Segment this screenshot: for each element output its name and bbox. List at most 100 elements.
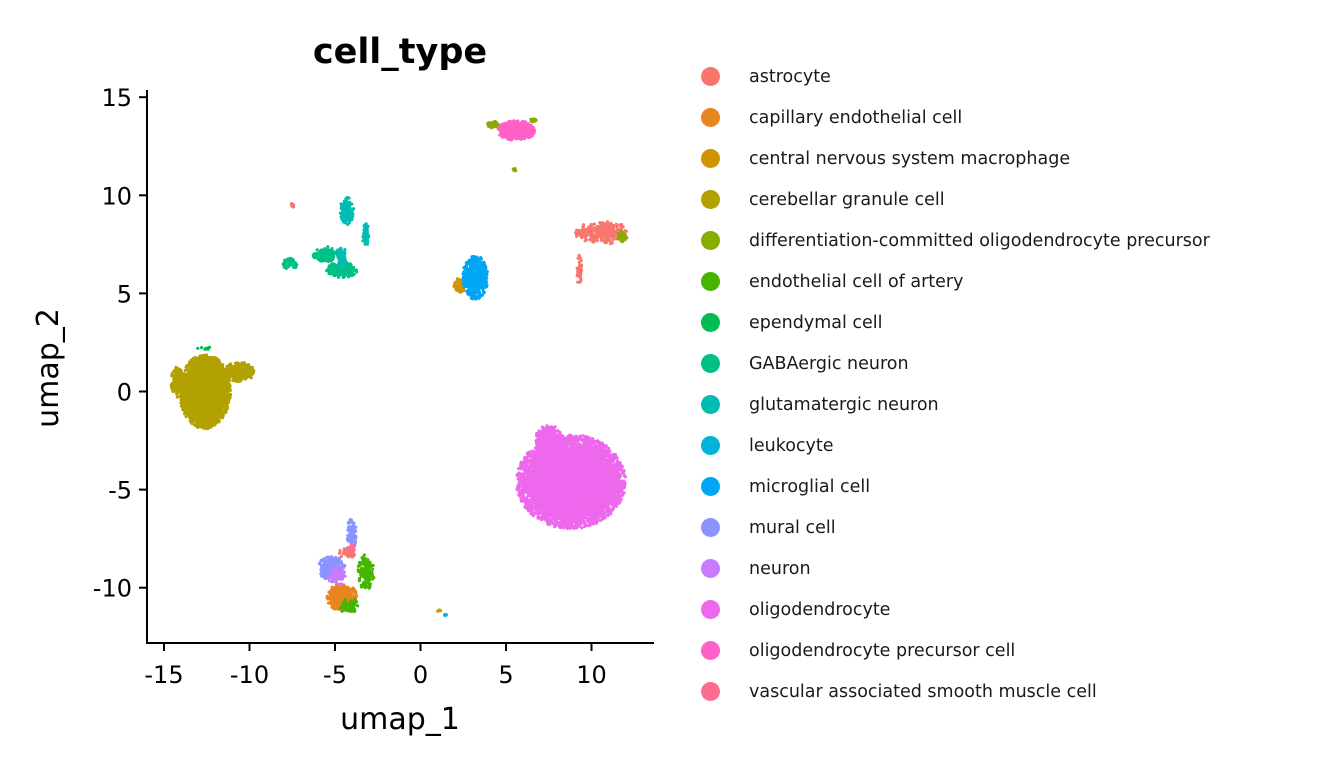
data-point — [350, 555, 354, 559]
data-point — [206, 409, 210, 413]
data-point — [601, 221, 605, 225]
data-point — [595, 234, 599, 238]
data-point — [587, 225, 591, 229]
data-point — [593, 228, 597, 232]
data-point — [347, 553, 351, 557]
data-point — [222, 377, 226, 381]
data-point — [227, 396, 231, 401]
data-point — [338, 594, 342, 599]
data-point — [196, 412, 200, 416]
data-point — [458, 288, 462, 292]
data-point — [599, 237, 604, 241]
data-point — [220, 386, 224, 390]
data-point — [187, 374, 191, 378]
data-point — [196, 416, 201, 420]
data-point — [615, 225, 619, 229]
data-point — [341, 592, 345, 596]
data-point — [603, 236, 607, 240]
data-point — [587, 230, 591, 234]
data-point — [186, 368, 190, 372]
data-point — [220, 381, 224, 385]
data-point — [214, 356, 219, 360]
data-point — [611, 232, 615, 236]
data-point — [203, 374, 207, 378]
data-point — [186, 393, 190, 397]
data-point — [608, 242, 613, 246]
data-point — [581, 223, 586, 227]
data-point — [339, 554, 343, 559]
data-point — [199, 366, 203, 370]
data-point — [578, 266, 582, 270]
data-point — [215, 361, 219, 365]
data-point — [208, 412, 212, 416]
data-point — [458, 278, 462, 282]
data-point — [579, 233, 583, 237]
data-point — [220, 363, 225, 367]
data-point — [329, 595, 333, 599]
data-point — [578, 257, 583, 261]
data-point — [215, 390, 219, 394]
data-point — [183, 368, 187, 373]
data-point — [212, 369, 216, 373]
data-point — [353, 591, 357, 595]
data-point — [198, 384, 202, 388]
data-point — [584, 238, 588, 242]
data-point — [595, 239, 599, 243]
data-point — [458, 282, 462, 286]
data-point — [219, 370, 223, 374]
data-point — [206, 403, 210, 407]
data-point — [184, 388, 189, 392]
data-point — [199, 399, 203, 403]
data-point — [579, 268, 583, 272]
data-point — [209, 372, 213, 376]
series-cerebellar-granule-cell — [169, 353, 256, 431]
data-point — [195, 379, 199, 384]
series-central-nervous-system-macrophage — [436, 277, 467, 613]
data-point — [615, 228, 619, 232]
data-point — [437, 608, 441, 612]
data-point — [212, 385, 216, 389]
data-point — [224, 397, 228, 401]
data-point — [614, 222, 618, 226]
data-point — [338, 600, 342, 604]
data-point — [347, 587, 352, 591]
data-point — [198, 379, 202, 383]
data-point — [605, 220, 610, 224]
data-point — [223, 410, 227, 414]
data-point — [584, 227, 588, 231]
data-point — [206, 361, 210, 365]
data-point — [188, 377, 192, 381]
data-point — [202, 396, 206, 400]
data-point — [206, 383, 210, 387]
data-point — [329, 602, 333, 606]
data-point — [341, 589, 345, 593]
data-point — [328, 590, 332, 594]
data-point — [199, 403, 203, 407]
data-point — [227, 392, 231, 396]
data-point — [197, 420, 201, 424]
data-point — [591, 240, 595, 244]
data-point — [210, 390, 214, 394]
data-point — [189, 381, 193, 386]
data-point — [341, 551, 345, 556]
data-point — [183, 405, 187, 409]
data-point — [186, 406, 190, 410]
data-point — [201, 384, 205, 388]
data-point — [189, 404, 193, 408]
data-point — [223, 394, 227, 398]
data-point — [212, 399, 216, 403]
data-point — [459, 285, 463, 289]
data-point — [220, 404, 224, 408]
data-point — [212, 404, 216, 408]
data-point — [575, 232, 579, 237]
data-point — [200, 363, 204, 367]
data-point — [454, 280, 458, 284]
data-point — [346, 596, 350, 600]
data-point — [198, 358, 203, 362]
data-point — [194, 357, 198, 361]
data-point — [609, 228, 613, 232]
data-point — [203, 379, 207, 383]
data-point — [199, 395, 203, 399]
data-point — [455, 277, 459, 281]
data-point — [333, 597, 337, 601]
